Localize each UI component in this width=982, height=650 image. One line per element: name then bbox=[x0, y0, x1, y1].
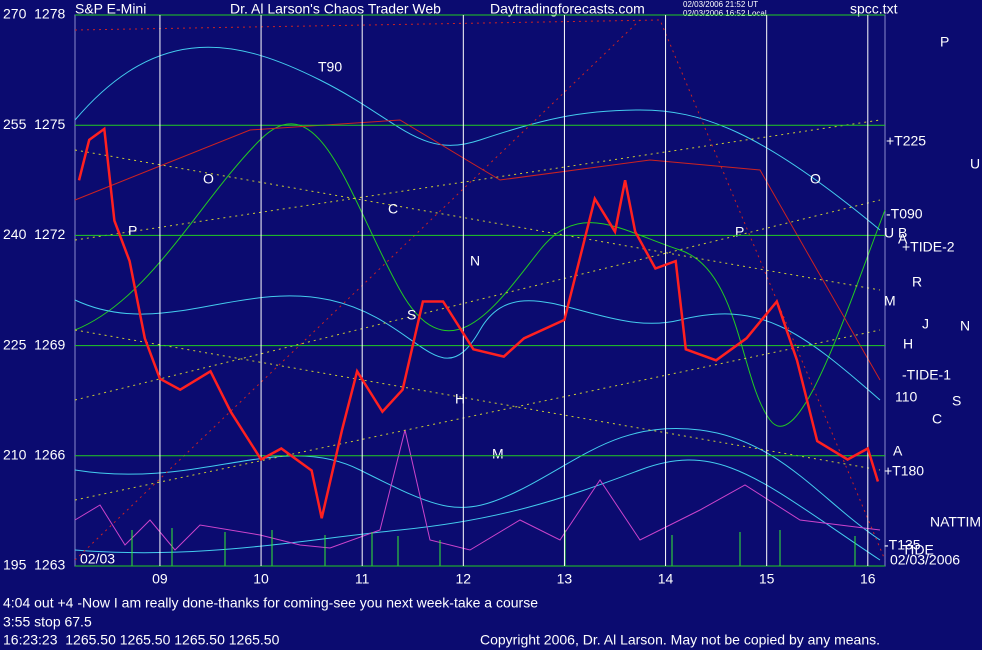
annotation: P bbox=[128, 223, 137, 239]
annotation: T90 bbox=[318, 59, 342, 75]
x-tick-label: 14 bbox=[658, 571, 674, 587]
annotation: N bbox=[960, 318, 970, 334]
header-text: Dr. Al Larson's Chaos Trader Web bbox=[230, 1, 441, 17]
annotation: S bbox=[407, 307, 416, 323]
header-stamp: 02/03/2006 21:52 UT bbox=[683, 0, 758, 9]
y-tick-label: 255 1275 bbox=[3, 116, 65, 132]
time-spikes bbox=[131, 528, 856, 566]
y-tick-label: 210 1266 bbox=[3, 447, 65, 463]
x-tick-label: 09 bbox=[152, 571, 168, 587]
annotation: M bbox=[884, 293, 896, 309]
annotation: O bbox=[810, 171, 821, 187]
annotation: C bbox=[932, 411, 942, 427]
annotation: U bbox=[970, 156, 980, 172]
x-tick-label: 11 bbox=[355, 571, 370, 587]
footer-text: Copyright 2006, Dr. Al Larson. May not b… bbox=[480, 632, 880, 648]
header-stamp: 02/03/2006 16:52 Local bbox=[683, 9, 767, 18]
y-tick-label: 240 1272 bbox=[3, 226, 65, 242]
annotation: S bbox=[952, 393, 961, 409]
header-file: spcc.txt bbox=[850, 1, 898, 17]
x-tick-label: 16 bbox=[860, 571, 876, 587]
y-tick-label: 225 1269 bbox=[3, 336, 65, 352]
annotation: TIDE bbox=[902, 542, 934, 558]
annotation: R bbox=[912, 274, 922, 290]
annotation: P bbox=[940, 34, 949, 50]
x-tick-label: 15 bbox=[759, 571, 775, 587]
footer-text: 16:23:23 1265.50 1265.50 1265.50 1265.50 bbox=[3, 632, 280, 648]
annotation: C bbox=[388, 201, 398, 217]
annotation: N bbox=[470, 253, 480, 269]
x-end-label: 02/03/2006 bbox=[890, 552, 960, 568]
annotation: -T090 bbox=[886, 206, 923, 222]
y-tick-label: 195 1263 bbox=[3, 557, 65, 573]
price-line bbox=[77, 126, 880, 519]
annotation: J bbox=[922, 316, 929, 332]
x-tick-label: 10 bbox=[253, 571, 269, 587]
annotation: O bbox=[203, 171, 214, 187]
annotation: +TIDE-2 bbox=[902, 239, 955, 255]
header-text: Daytradingforecasts.com bbox=[490, 1, 645, 17]
x-start-label: 02/03 bbox=[80, 551, 115, 567]
header-text: S&P E-Mini bbox=[75, 1, 146, 17]
annotation: A bbox=[898, 231, 908, 247]
forecast-lines bbox=[74, 19, 886, 561]
annotation: A bbox=[893, 443, 903, 459]
annotation: +T180 bbox=[884, 463, 924, 479]
annotation: H bbox=[903, 336, 913, 352]
annotation: P bbox=[735, 224, 744, 240]
x-tick-label: 13 bbox=[557, 571, 573, 587]
annotation: NATTIM bbox=[930, 514, 981, 530]
annotation: M bbox=[492, 446, 504, 462]
annotation: -T135 bbox=[884, 537, 921, 553]
annotation: +T225 bbox=[886, 133, 926, 149]
y-tick-label: 270 1278 bbox=[3, 6, 65, 22]
footer-text: 3:55 stop 67.5 bbox=[3, 614, 92, 630]
annotation: H bbox=[455, 391, 465, 407]
x-tick-label: 12 bbox=[456, 571, 472, 587]
annotation: 110 bbox=[895, 389, 918, 405]
annotation: U B bbox=[884, 225, 907, 241]
annotation: -TIDE-1 bbox=[902, 367, 951, 383]
footer-text: 4:04 out +4 -Now I am really done-thanks… bbox=[3, 595, 538, 611]
